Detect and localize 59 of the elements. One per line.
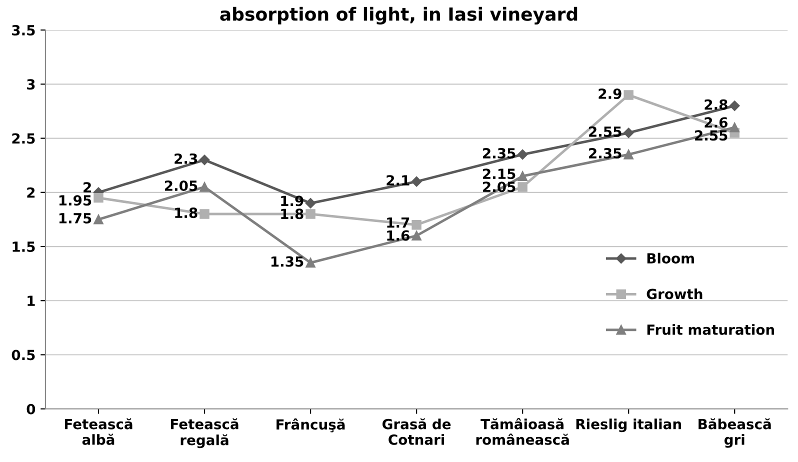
legend-label: Bloom [647,252,694,264]
point [305,198,316,208]
point [199,154,210,166]
data-label: 2.6 [704,117,728,128]
y-tick-label: 1.5 [12,242,35,252]
point [94,214,104,224]
y-tick-label: 0 [26,404,36,414]
point [200,209,210,219]
point [411,176,422,187]
point [518,182,528,192]
data-label: 2.55 [589,126,622,137]
y-tick-label: 2.5 [12,133,35,144]
point [94,192,104,203]
data-label: 1.75 [59,213,92,224]
data-label: 1.35 [271,256,304,267]
x-tick-label: Grasă de Cotnari [382,418,451,445]
point [412,230,422,241]
data-label: 2.15 [483,168,516,180]
data-label: 2 [84,182,91,192]
x-tick-label: Rieslig italian [576,418,682,432]
data-label: 2.55 [695,130,728,141]
point [624,150,634,160]
data-label: 1.6 [387,230,410,241]
y-tick-label: 0.5 [12,350,35,360]
y-tick-label: 2 [27,187,35,198]
data-label: 1.95 [59,195,92,206]
data-label: 2.05 [483,182,516,192]
point [730,122,740,132]
legend-label: Fruit maturation [647,324,774,335]
point [200,182,210,192]
x-tick-label: Tămâioasă românească [476,418,569,445]
point [730,100,740,111]
data-label: 2.05 [164,180,198,192]
point [518,171,528,182]
point [624,90,634,100]
point [412,220,422,230]
data-label: 2.35 [483,148,516,159]
chart-title: absorption of light, in Iasi vineyard [220,6,578,25]
data-label: 2.8 [704,99,728,110]
data-label: 2.9 [598,88,622,100]
data-label: 2.1 [386,175,410,186]
y-tick-label: 3 [27,79,35,90]
data-label: 2.35 [589,148,622,159]
data-label: 1.8 [175,208,198,218]
y-tick-label: 1 [28,296,35,306]
x-tick-label: Băbească gri [698,418,771,448]
x-tick-label: Fetească regală [170,418,238,448]
y-tick-label: 3.5 [12,25,35,36]
legend-label: Growth [646,288,702,300]
point [306,258,316,268]
point [517,149,528,160]
data-label: 1.8 [281,208,304,220]
point [306,209,316,219]
x-tick-label: Frâncuşă [276,418,345,432]
point [623,128,634,138]
data-label: 1.7 [387,217,410,228]
data-label: 1.9 [281,196,304,206]
data-label: 2.3 [174,153,198,164]
x-tick-label: Fetească albă [64,418,132,445]
